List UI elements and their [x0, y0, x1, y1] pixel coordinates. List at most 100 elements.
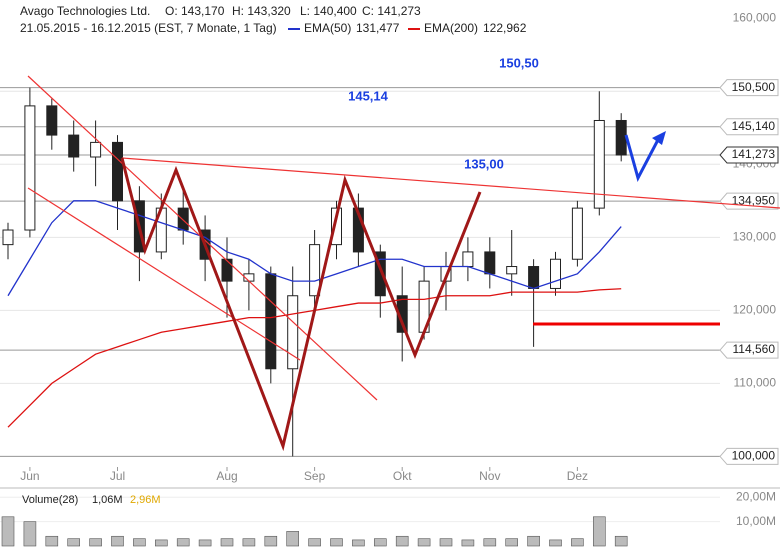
candle-body [550, 258, 561, 289]
candle-body [528, 266, 540, 289]
ohlc: L: 140,400 [300, 4, 357, 18]
legend: EMA(50) [304, 21, 351, 35]
level-label: 150,500 [732, 80, 776, 94]
subtitle: 21.05.2015 - 16.12.2015 (EST, 7 Monate, … [20, 21, 277, 35]
legend: EMA(200) [424, 21, 478, 35]
volume-bar [111, 535, 124, 547]
y-tick-label: 160,000 [733, 10, 777, 24]
volume-bar [614, 535, 628, 547]
volume-bar [395, 535, 409, 547]
candle-body [571, 207, 583, 260]
volume-bar [176, 538, 190, 547]
x-tick-label: Jun [20, 469, 39, 483]
volume-bar [220, 538, 234, 547]
x-tick-label: Dez [567, 469, 588, 483]
volume-bar [45, 535, 59, 547]
x-tick-label: Jul [110, 469, 125, 483]
volume-bar [155, 539, 168, 547]
ohlc: O: 143,170 [165, 4, 225, 18]
level-box [719, 192, 779, 210]
volume-bar [67, 538, 80, 547]
level-box [719, 341, 779, 359]
level-label: 114,560 [733, 342, 776, 356]
candle-body [484, 251, 496, 275]
candle-body [331, 207, 342, 246]
volume-tick-label: 20,00M [736, 489, 776, 503]
volume-bar [417, 538, 431, 547]
y-tick-label: 110,000 [734, 376, 777, 390]
candle-body [177, 207, 189, 231]
volume-last: 1,06M [92, 494, 123, 506]
candle-body [112, 141, 123, 202]
x-tick-label: Okt [393, 469, 412, 483]
candle-body [24, 105, 36, 231]
volume-bar [1, 516, 15, 547]
x-tick-label: Sep [304, 469, 326, 483]
volume-bar [330, 538, 343, 547]
volume-bar [23, 521, 37, 547]
volume-bar [549, 539, 562, 547]
candle-body [68, 134, 80, 158]
header-bg [0, 0, 720, 36]
x-tick-label: Nov [479, 469, 500, 483]
annotation: 150,50 [499, 55, 539, 70]
candle-body [374, 251, 386, 297]
volume-bar [439, 538, 453, 547]
level-box [719, 146, 779, 164]
volume-bar [308, 538, 321, 547]
annotation: 135,00 [464, 156, 504, 171]
volume-bar [89, 538, 102, 547]
volume-bar [505, 538, 519, 547]
candle-body [615, 119, 627, 156]
candle-body [46, 105, 58, 136]
candle-body [287, 295, 299, 370]
ohlc: C: 141,273 [362, 4, 421, 18]
candle-body [462, 251, 474, 268]
annotation: 145,14 [348, 88, 389, 103]
volume-bar [198, 539, 212, 547]
volume-bar [264, 535, 278, 547]
volume-title: Volume(28) [22, 494, 78, 506]
volume-bar [592, 516, 606, 547]
volume-tick-label: 10,00M [736, 514, 776, 528]
volume-bar [352, 539, 365, 547]
candle-body [90, 141, 102, 158]
volume-avg: 2,96M [130, 494, 161, 506]
volume-bar [373, 538, 387, 547]
ema-line [7, 200, 622, 297]
volume-bar [461, 539, 475, 547]
level-label: 134,950 [732, 193, 776, 207]
trend-line [121, 157, 780, 209]
volume-bar [571, 538, 584, 547]
volume-bar [133, 538, 146, 547]
candle-body [309, 244, 321, 297]
title: Avago Technologies Ltd. [20, 4, 150, 18]
trend-line [27, 187, 301, 361]
annotations [27, 75, 780, 452]
level-label: 100,000 [732, 449, 776, 463]
x-tick-label: Aug [216, 469, 237, 483]
legend-value: 122,962 [483, 21, 527, 35]
candle-body [593, 119, 605, 209]
volume-bar [483, 538, 497, 547]
volume-bar [527, 535, 540, 547]
level-box [719, 447, 779, 465]
level-label: 145,140 [732, 119, 776, 133]
arrow-head [652, 131, 666, 145]
candle-body [506, 266, 518, 275]
volume-bar [286, 531, 300, 547]
y-tick-label: 120,000 [733, 303, 777, 317]
level-box [719, 79, 779, 97]
ohlc: H: 143,320 [232, 4, 291, 18]
candle-body [221, 258, 233, 282]
level-label: 141,273 [732, 147, 776, 161]
volume-bar [242, 538, 256, 547]
level-box [719, 118, 779, 136]
y-tick-label: 130,000 [733, 229, 777, 243]
candle-body [2, 229, 14, 246]
projection-arrow [624, 134, 662, 183]
candle-body [265, 273, 277, 370]
legend-value: 131,477 [356, 21, 400, 35]
pattern-line [120, 157, 482, 452]
